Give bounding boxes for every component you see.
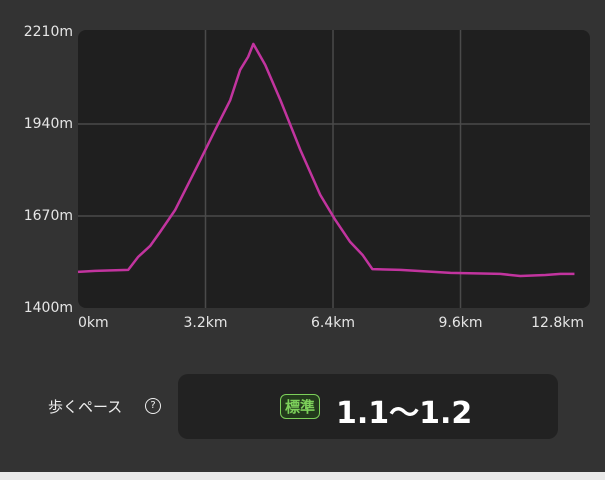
pace-box: 標準 1.1〜1.2 [178,374,558,439]
pace-value: 1.1〜1.2 [336,396,473,431]
x-tick-label: 9.6km [438,315,482,331]
plot-area [78,30,590,308]
y-tick-label: 1940m [24,116,73,132]
x-tick-label: 0km [78,315,109,331]
y-tick-label: 1670m [24,208,73,224]
elevation-line [77,42,575,278]
x-tick-label: 6.4km [311,315,355,331]
help-icon[interactable]: ? [145,398,161,414]
y-tick-label: 2210m [24,24,73,40]
pace-badge: 標準 [280,394,321,419]
x-tick-label: 3.2km [183,315,227,331]
x-tick-label: 12.8km [531,315,584,331]
chart: 1400m 1670m 1940m 2210m 0km 3.2km 6.4km 9.6km 12… [24,24,590,331]
pace-label: 歩くペース [48,398,123,416]
y-tick-label: 1400m [24,300,73,316]
